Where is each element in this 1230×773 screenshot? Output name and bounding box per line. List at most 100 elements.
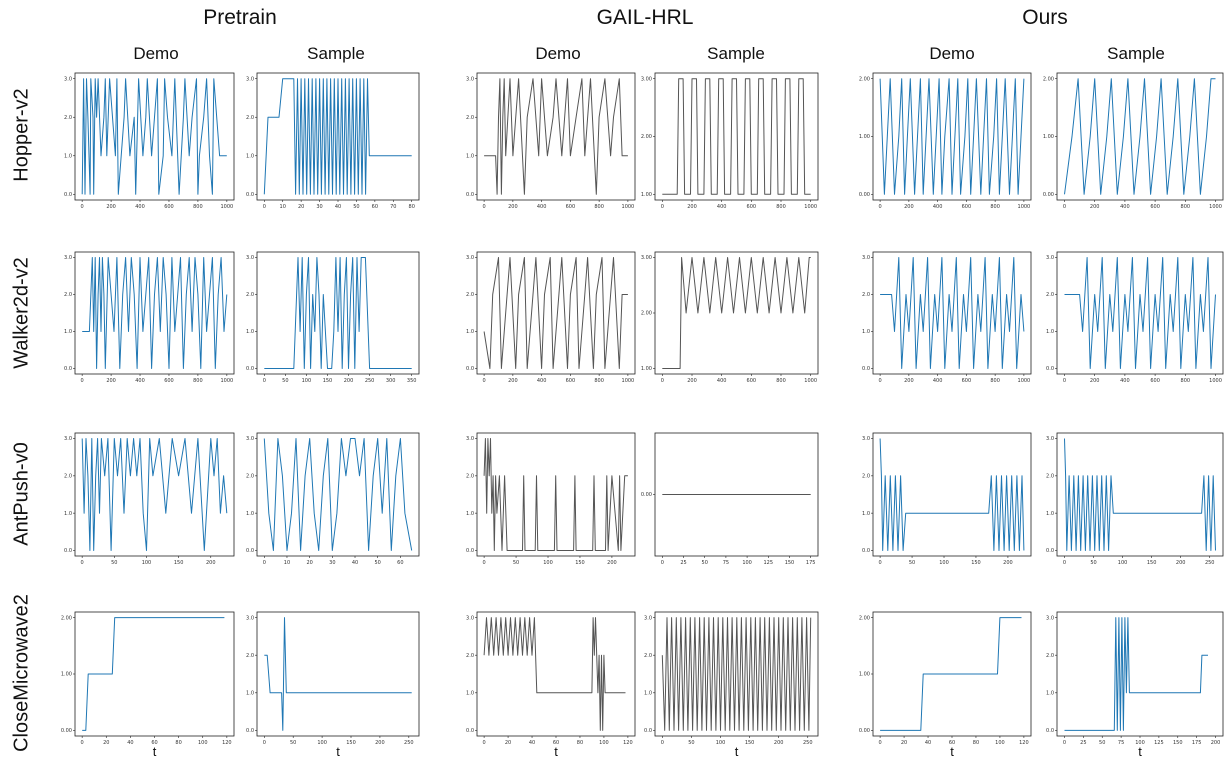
x-tick-label: 800 — [776, 378, 786, 384]
x-tick-label: 150 — [785, 560, 795, 566]
x-tick-label: 175 — [806, 560, 816, 566]
x-tick-label: 25 — [680, 560, 686, 566]
x-tick-label: 150 — [575, 560, 585, 566]
x-tick-label: 600 — [566, 204, 576, 210]
x-tick-label: 50 — [290, 740, 296, 746]
y-tick-label: 3.0 — [246, 436, 254, 442]
y-tick-label: 0.0 — [466, 728, 474, 734]
y-tick-label: 0.0 — [64, 366, 72, 372]
x-axis-label: t — [153, 744, 157, 759]
y-tick-label: 2.0 — [466, 653, 474, 659]
x-tick-label: 1000 — [1209, 378, 1222, 384]
y-tick-label: 1.00 — [641, 366, 652, 372]
x-tick-label: 20 — [505, 740, 511, 746]
x-tick-label: 80 — [175, 740, 181, 746]
x-tick-label: 100 — [716, 740, 726, 746]
y-tick-label: 0.0 — [466, 548, 474, 554]
x-tick-label: 0 — [879, 560, 882, 566]
y-tick-label: 2.0 — [466, 292, 474, 298]
x-tick-label: 80 — [973, 740, 979, 746]
x-tick-label: 100 — [317, 740, 327, 746]
series-line-hopper-v2-ours-sample — [1064, 78, 1216, 195]
x-tick-label: 100 — [142, 560, 152, 566]
x-tick-label: 0 — [1063, 740, 1066, 746]
y-tick-label: 0.0 — [1046, 366, 1054, 372]
x-tick-label: 200 — [1176, 560, 1186, 566]
x-tick-label: 100 — [1118, 560, 1128, 566]
x-tick-label: 100 — [599, 740, 609, 746]
series-line-closemicrowave2-gail-hrl-sample — [661, 617, 812, 731]
x-tick-label: 100 — [742, 560, 752, 566]
x-tick-label: 200 — [206, 560, 216, 566]
x-tick-label: 0 — [483, 378, 486, 384]
y-tick-label: 0.00 — [859, 728, 870, 734]
y-tick-label: 2.0 — [1046, 653, 1054, 659]
x-tick-label: 800 — [594, 378, 604, 384]
x-tick-label: 800 — [193, 378, 203, 384]
y-tick-label: 2.0 — [862, 292, 870, 298]
y-tick-label: 0.0 — [466, 192, 474, 198]
y-tick-label: 0.0 — [644, 728, 652, 734]
y-tick-label: 0.0 — [1046, 548, 1054, 554]
x-tick-label: 200 — [774, 740, 784, 746]
x-tick-label: 100 — [995, 740, 1005, 746]
y-tick-label: 2.0 — [64, 292, 72, 298]
x-tick-label: 600 — [747, 378, 757, 384]
x-tick-label: 200 — [1211, 740, 1221, 746]
y-tick-label: 0.00 — [1043, 192, 1054, 198]
series-line-walker2d-v2-pretrain-sample — [264, 257, 412, 369]
y-tick-label: 3.0 — [466, 615, 474, 621]
x-tick-label: 300 — [386, 378, 396, 384]
plot-frame — [1056, 251, 1224, 375]
series-line-closemicrowave2-ours-demo — [880, 617, 1022, 731]
series-line-hopper-v2-gail-hrl-demo — [484, 78, 628, 195]
x-tick-label: 50 — [375, 560, 381, 566]
x-tick-label: 50 — [1090, 560, 1096, 566]
x-tick-label: 50 — [1099, 740, 1105, 746]
x-tick-label: 200 — [375, 740, 385, 746]
y-tick-label: 1.00 — [859, 134, 870, 140]
x-tick-label: 200 — [508, 204, 518, 210]
plot-frame — [1056, 432, 1224, 557]
y-tick-label: 2.0 — [246, 292, 254, 298]
x-tick-label: 400 — [933, 378, 943, 384]
y-tick-label: 3.0 — [246, 255, 254, 261]
series-line-antpush-v0-pretrain-demo — [81, 438, 228, 551]
col-label-gail-demo: Demo — [535, 44, 581, 63]
x-axis-label: t — [1138, 744, 1142, 759]
y-tick-label: 1.0 — [466, 329, 474, 335]
col-label-ours-sample: Sample — [1107, 44, 1165, 63]
x-tick-label: 0 — [263, 560, 266, 566]
x-tick-label: 150 — [323, 378, 333, 384]
x-tick-label: 100 — [198, 740, 208, 746]
y-tick-label: 0.0 — [1046, 728, 1054, 734]
y-tick-label: 3.0 — [64, 255, 72, 261]
y-tick-label: 0.0 — [246, 728, 254, 734]
x-tick-label: 200 — [508, 378, 518, 384]
y-tick-label: 2.0 — [862, 474, 870, 480]
y-tick-label: 2.0 — [246, 653, 254, 659]
y-tick-label: 2.0 — [644, 653, 652, 659]
col-label-gail-sample: Sample — [707, 44, 765, 63]
y-tick-label: 1.0 — [64, 511, 72, 517]
series-line-closemicrowave2-gail-hrl-demo — [483, 617, 626, 731]
x-tick-label: 80 — [409, 204, 415, 210]
x-tick-label: 100 — [939, 560, 949, 566]
x-tick-label: 600 — [747, 204, 757, 210]
x-tick-label: 60 — [372, 204, 378, 210]
x-tick-label: 150 — [1173, 740, 1183, 746]
x-tick-label: 40 — [352, 560, 358, 566]
x-tick-label: 0 — [263, 740, 266, 746]
x-tick-label: 400 — [537, 204, 547, 210]
y-tick-label: 1.00 — [1043, 134, 1054, 140]
plot-frame — [872, 251, 1032, 375]
col-label-pretrain-sample: Sample — [307, 44, 365, 63]
plot-frame — [256, 251, 420, 375]
series-line-hopper-v2-pretrain-sample — [263, 78, 412, 195]
x-tick-label: 800 — [1181, 378, 1191, 384]
plot-frame — [654, 251, 819, 375]
x-axis-label: t — [950, 744, 954, 759]
y-tick-label: 1.0 — [246, 153, 254, 159]
y-tick-label: 2.0 — [466, 115, 474, 121]
x-tick-label: 1000 — [804, 378, 817, 384]
